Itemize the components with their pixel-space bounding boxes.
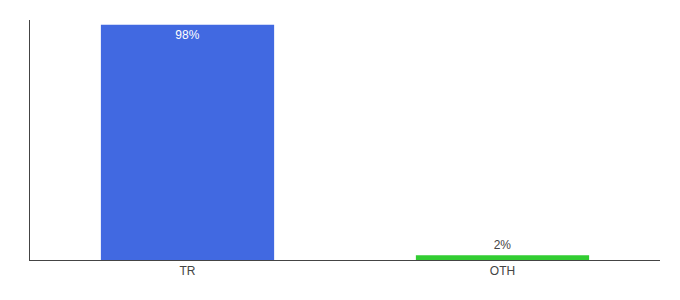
svg-text:98%: 98% — [175, 28, 199, 42]
svg-text:OTH: OTH — [490, 264, 515, 278]
svg-text:TR: TR — [180, 264, 196, 278]
svg-text:2%: 2% — [494, 238, 512, 252]
